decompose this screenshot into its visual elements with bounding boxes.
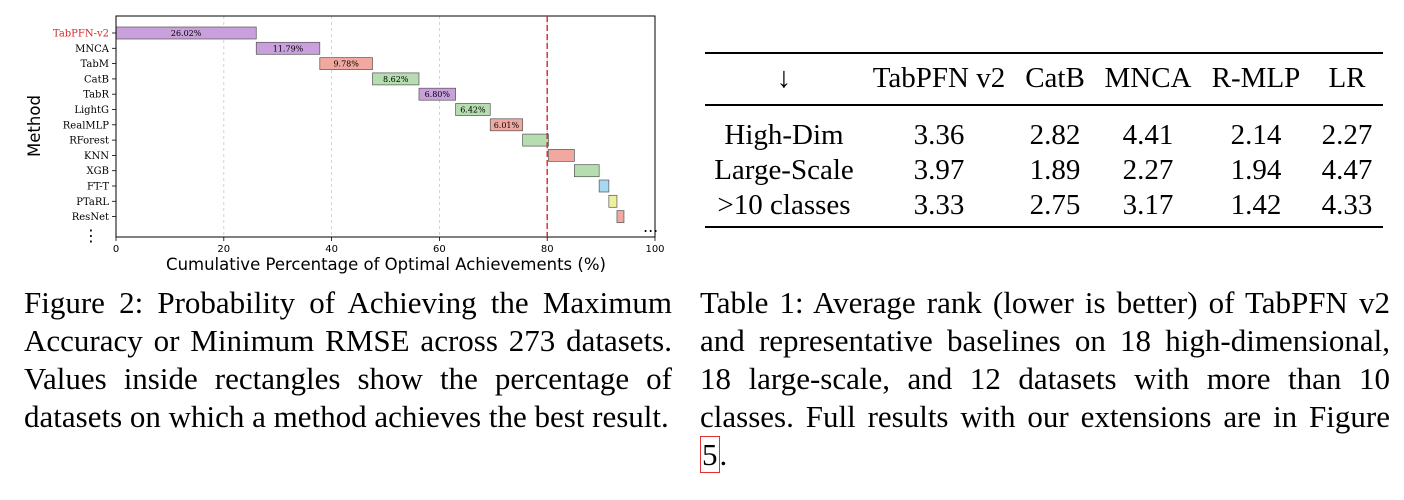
table-caption-end: . [719, 437, 728, 472]
x-tick-label: 100 [645, 244, 664, 255]
figure-reference-link[interactable]: 5 [700, 436, 720, 473]
x-tick-label: 20 [217, 244, 230, 255]
plot-frame [115, 15, 656, 238]
table-cell: 4.33 [1321, 189, 1373, 221]
table-header-cell: LR [1328, 61, 1366, 94]
chart-gridlines [115, 16, 656, 237]
bar-data-label: 9.78% [333, 60, 359, 69]
table-header-cell: ↓ [776, 61, 792, 94]
table-caption-text: Table 1: Average rank (lower is better) … [700, 285, 1390, 434]
table-header-cell: CatB [1025, 61, 1085, 94]
bar-xgb [574, 164, 600, 178]
y-tick-label: KNN [84, 151, 109, 162]
bar-mnca [255, 41, 321, 55]
bar-ft-t [598, 179, 610, 193]
bar-tabr [418, 87, 456, 101]
table-top-rule [705, 52, 1383, 54]
table-cell: 2.14 [1230, 119, 1282, 151]
x-axis-label: Cumulative Percentage of Optimal Achieve… [166, 255, 606, 274]
y-tick-label: RForest [69, 136, 109, 147]
bar-realmlp [489, 118, 523, 132]
bar-tabm [319, 57, 373, 70]
bar-catb [372, 72, 420, 86]
table-cell: 3.36 [913, 119, 965, 151]
bar-ptarl [608, 194, 618, 208]
table-row: Large-Scale 3.97 1.89 2.27 1.94 4.47 [705, 153, 1383, 188]
y-tick-label: PTaRL [76, 197, 109, 208]
row-label: Large-Scale [714, 154, 854, 186]
x-continuation-ellipsis: ... [643, 217, 658, 236]
table-caption: Table 1: Average rank (lower is better) … [700, 284, 1390, 474]
bar-knn [548, 149, 575, 162]
table-cell: 2.27 [1321, 119, 1373, 151]
y-tick-labels: TabPFN-v2 MNCA TabM CatB TabR LightG RealMLP RF… [53, 29, 116, 223]
y-tick-label: XGB [87, 166, 109, 177]
table-cell: 4.41 [1122, 119, 1174, 151]
x-tick-label: 60 [433, 244, 446, 255]
x-tick-labels: 0 20 40 60 80 100 [113, 237, 665, 255]
row-label: >10 classes [717, 189, 851, 221]
average-rank-table: ↓ TabPFN v2 CatB MNCA R-MLP LR High-Dim … [705, 52, 1383, 223]
x-tick-label: 0 [113, 244, 119, 255]
y-axis-label: Method [25, 95, 44, 157]
table-cell: 1.94 [1230, 154, 1282, 186]
bar-data-label: 26.02% [171, 29, 202, 38]
table-cell: 3.17 [1122, 189, 1174, 221]
bar-resnet [616, 210, 625, 223]
bar-data-label: 6.80% [425, 90, 451, 99]
row-label: High-Dim [724, 119, 844, 151]
bar-data-label: 8.62% [383, 75, 409, 84]
y-tick-label: TabR [83, 90, 109, 101]
table-header-row: ↓ TabPFN v2 CatB MNCA R-MLP LR [705, 52, 1383, 104]
table-row: High-Dim 3.36 2.82 4.41 2.14 2.27 [705, 118, 1383, 153]
table-cell: 1.89 [1029, 154, 1081, 186]
bar-data-label: 6.01% [494, 121, 520, 130]
table-header-cell: TabPFN v2 [872, 61, 1006, 94]
y-tick-label: LightG [74, 105, 109, 116]
table-mid-rule [705, 104, 1383, 106]
x-tick-label: 80 [541, 244, 554, 255]
chart-bars: 26.02% 11.79% 9.78% 8.62% 6.80% 6.42% 6.01% [115, 26, 625, 223]
table-cell: 2.82 [1029, 119, 1081, 151]
table-bottom-rule [705, 226, 1383, 228]
y-tick-label: TabPFN-v2 [53, 29, 109, 40]
y-tick-label: CatB [84, 74, 109, 85]
bar-rforest [522, 133, 549, 147]
bar-lightg [455, 103, 491, 116]
table-row: >10 classes 3.33 2.75 3.17 1.42 4.33 [705, 188, 1383, 223]
table-cell: 3.33 [913, 189, 965, 221]
table-header-cell: MNCA [1104, 61, 1192, 94]
table-cell: 2.75 [1029, 189, 1081, 221]
table-cell: 4.47 [1321, 154, 1373, 186]
table-header-cell: R-MLP [1211, 61, 1301, 94]
y-tick-label: FT-T [87, 182, 109, 193]
bar-data-label: 6.42% [460, 106, 486, 115]
y-tick-label: TabM [81, 59, 110, 70]
table-cell: 2.27 [1122, 154, 1174, 186]
figure-caption: Figure 2: Probability of Achieving the M… [24, 285, 672, 434]
bar-data-label: 11.79% [273, 44, 304, 53]
y-continuation-ellipsis: ⋮ [83, 226, 99, 245]
table-cell: 3.97 [913, 154, 965, 186]
cumulative-optimal-chart: 26.02% 11.79% 9.78% 8.62% 6.80% 6.42% 6.01% Ta… [25, 15, 665, 274]
y-tick-label: RealMLP [63, 120, 109, 131]
y-tick-label: MNCA [75, 44, 110, 55]
y-tick-label: ResNet [72, 212, 109, 223]
x-tick-label: 40 [325, 244, 338, 255]
table-cell: 1.42 [1230, 189, 1282, 221]
